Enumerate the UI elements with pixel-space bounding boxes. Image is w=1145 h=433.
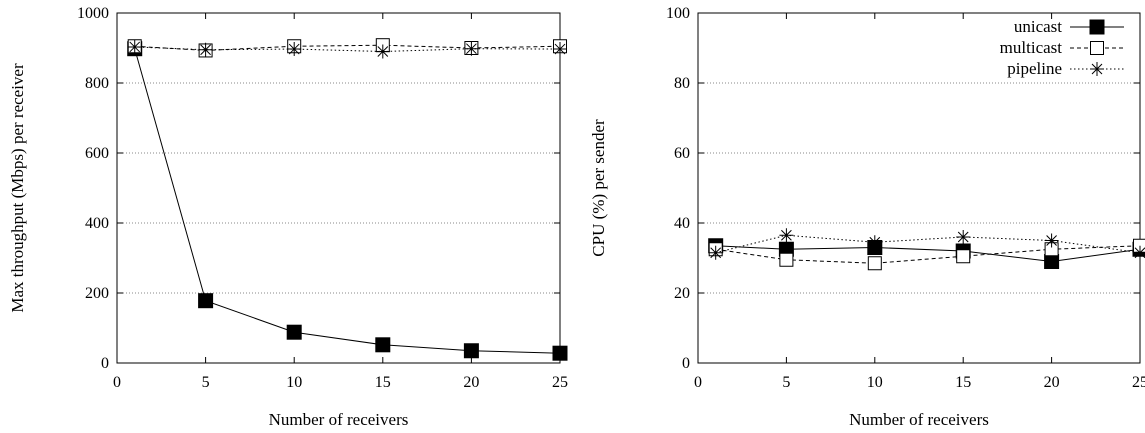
data-point-pipeline — [708, 245, 723, 260]
x-tick-label: 10 — [867, 374, 883, 391]
series-line-pipeline — [134, 46, 561, 53]
data-point-pipeline — [956, 230, 971, 244]
legend-label-unicast: unicast — [1014, 17, 1062, 36]
y-tick-label: 0 — [101, 355, 109, 372]
y-tick-label: 400 — [85, 215, 109, 232]
plot-frame — [116, 12, 561, 364]
legend-label-multicast: multicast — [1000, 38, 1063, 57]
y-tick-label: 100 — [666, 5, 690, 22]
data-point-pipeline — [867, 235, 882, 250]
y-axis-label: Max throughput (Mbps) per receiver — [8, 63, 27, 313]
legend-label-pipeline: pipeline — [1007, 59, 1062, 78]
legend-marker-unicast — [1089, 19, 1105, 35]
cpu-chart: 0 20 40 60 80 100 0 5 10 15 20 25 Number of receiver… — [589, 5, 1145, 429]
y-tick-label: 1000 — [77, 5, 109, 22]
data-point-pipeline — [375, 44, 390, 59]
data-point-pipeline — [1044, 233, 1059, 248]
x-tick-label: 25 — [552, 374, 568, 391]
throughput-chart: 0 200 400 600 800 1000 0 5 10 15 20 25 Number of rec… — [8, 5, 568, 429]
series-line-pipeline — [715, 234, 1141, 254]
series-line-unicast — [715, 245, 1141, 263]
y-tick-label: 600 — [85, 145, 109, 162]
series-line-multicast — [715, 245, 1141, 264]
x-tick-label: 20 — [463, 374, 479, 391]
x-tick-label: 0 — [694, 374, 702, 391]
y-tick-label: 40 — [674, 215, 690, 232]
data-point-pipeline — [198, 42, 213, 57]
y-tick-label: 20 — [674, 285, 690, 302]
data-point-pipeline — [127, 39, 142, 54]
x-tick-label: 25 — [1132, 374, 1145, 391]
legend-marker-pipeline — [1090, 62, 1104, 76]
data-point-multicast — [956, 249, 971, 264]
data-point-unicast — [198, 293, 214, 309]
x-tick-label: 5 — [782, 374, 790, 391]
data-point-unicast — [463, 343, 479, 359]
x-tick-label: 10 — [286, 374, 302, 391]
plot-frame — [697, 12, 1141, 364]
y-tick-label: 80 — [674, 75, 690, 92]
series-line-unicast — [134, 48, 561, 354]
x-tick-label: 15 — [955, 374, 971, 391]
data-point-unicast — [1044, 254, 1060, 269]
x-tick-label: 0 — [113, 374, 121, 391]
data-point-unicast — [286, 324, 302, 340]
series-line-multicast — [134, 44, 561, 51]
y-tick-label: 0 — [682, 355, 690, 372]
data-point-pipeline — [1133, 245, 1145, 260]
legend-marker-multicast — [1090, 41, 1104, 55]
y-tick-label: 60 — [674, 145, 690, 162]
data-point-multicast — [1133, 238, 1145, 253]
x-tick-label: 20 — [1044, 374, 1060, 391]
x-axis-label: Number of receivers — [269, 410, 409, 429]
data-point-unicast — [552, 345, 568, 361]
y-axis-label: CPU (%) per sender — [589, 119, 608, 257]
x-tick-label: 5 — [202, 374, 210, 391]
data-point-pipeline — [464, 41, 479, 56]
data-point-multicast — [779, 252, 794, 267]
y-tick-label: 800 — [85, 75, 109, 92]
data-point-pipeline — [779, 228, 794, 243]
x-tick-label: 15 — [375, 374, 391, 391]
data-point-unicast — [375, 337, 391, 353]
y-tick-label: 200 — [85, 285, 109, 302]
data-point-pipeline — [287, 42, 302, 57]
x-axis-label: Number of receivers — [849, 410, 989, 429]
data-point-multicast — [867, 256, 882, 271]
data-point-pipeline — [553, 42, 567, 57]
